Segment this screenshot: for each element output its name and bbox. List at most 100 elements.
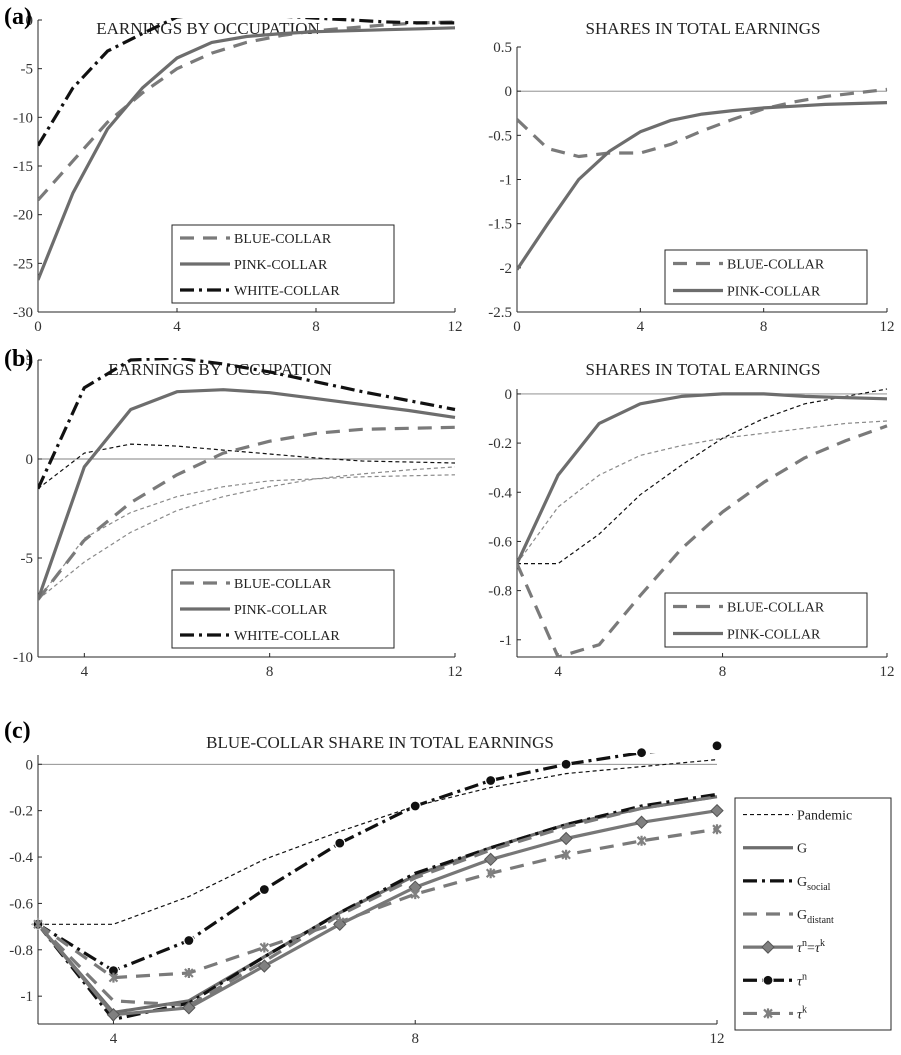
y-tick-label: -0.2 [488, 436, 512, 452]
series-group [38, 358, 456, 601]
data-point [712, 824, 722, 835]
data-point [559, 831, 573, 846]
data-point [257, 959, 272, 973]
y-tick-label: -0.6 [488, 534, 512, 550]
y-tick-label: -0.6 [9, 896, 33, 912]
y-tick-label: 0 [26, 13, 34, 29]
x-tick-label: 8 [266, 664, 274, 680]
legend-label: PINK-COLLAR [234, 603, 328, 618]
y-tick-label: -10 [13, 650, 33, 666]
y-tick-label: 0 [505, 387, 513, 403]
y-tick-label: -0.8 [9, 943, 33, 959]
series-line-blue-collar [517, 424, 888, 657]
legend: BLUE-COLLAR PINK-COLLAR WHITE-COLLAR [171, 224, 395, 304]
y-tick-label: -0.4 [9, 850, 33, 866]
data-point [483, 852, 498, 867]
legend: BLUE-COLLAR PINK-COLLAR [664, 249, 868, 305]
series-line-reference [517, 420, 888, 564]
y-tick-label: -15 [13, 159, 33, 175]
chart-title: SHARES IN TOTAL EARNINGS [586, 360, 821, 379]
legend-label: Gsocial [797, 875, 831, 893]
y-tick-label: 0 [505, 84, 513, 100]
series-line-white-collar [38, 18, 455, 147]
y-tick-label: -5 [21, 62, 34, 78]
data-point [634, 815, 649, 829]
data-point [711, 740, 723, 752]
legend-label: PINK-COLLAR [727, 285, 821, 300]
data-point [485, 868, 496, 879]
series-line-blue-collar [38, 20, 456, 202]
chart-panel-4: -1 -0.8 -0.6 -0.4 -0.2 0 4 8 12 SHARES IN TOTAL E… [488, 360, 894, 680]
y-tick-label: -0.2 [9, 804, 33, 820]
series-line-pink-collar [38, 26, 456, 281]
chart-panel-3: -10 -5 0 5 4 8 12 EARNINGS BY OCCUPATION (b) BLUE… [4, 346, 463, 680]
data-point [710, 803, 724, 818]
data-point [761, 940, 775, 954]
x-tick-label: 12 [880, 319, 895, 335]
legend-label: BLUE-COLLAR [727, 258, 825, 273]
legend-label: τn​=τk​ [797, 938, 825, 956]
legend-label: PINK-COLLAR [234, 258, 328, 273]
series-line-gdistant [38, 795, 718, 1008]
chart-title: EARNINGS BY OCCUPATION [108, 360, 332, 379]
x-tick-label: 12 [880, 664, 895, 680]
y-tick-label: -5 [21, 551, 34, 567]
x-tick-label: 8 [411, 1031, 419, 1047]
y-tick-label: -2.5 [488, 305, 512, 321]
data-point [409, 800, 421, 812]
series-line-pink-collar [517, 392, 888, 565]
legend-box [664, 249, 868, 305]
series-line--n [38, 753, 656, 973]
y-tick-label: 5 [26, 353, 34, 369]
panel-label: (c) [4, 718, 31, 744]
series-line-pink-collar [517, 101, 888, 271]
series-line-blue-collar [38, 425, 456, 601]
data-point [184, 967, 194, 978]
x-tick-label: 8 [312, 319, 320, 335]
data-point [258, 883, 270, 896]
data-point [763, 1008, 773, 1019]
chart-panel-1: -30 -25 -20 -15 -10 -5 0 0 4 8 12 EARNINGS BY OCCUP… [4, 4, 463, 335]
legend-label: τk​ [797, 1004, 807, 1022]
series-group [517, 388, 888, 657]
x-tick-label: 8 [760, 319, 768, 335]
data-point [635, 747, 648, 759]
legend-box [734, 797, 892, 1031]
legend: BLUE-COLLAR PINK-COLLAR [664, 592, 868, 648]
x-tick-label: 4 [173, 319, 181, 335]
y-tick-label: -0.5 [488, 128, 512, 144]
legend-label: τn​ [797, 971, 807, 989]
series-line--n-k [38, 809, 718, 1017]
data-point [259, 942, 270, 953]
x-tick-label: 0 [513, 319, 521, 335]
series-line-pandemic [38, 759, 718, 925]
panel-label: (b) [4, 346, 33, 372]
x-tick-label: 0 [34, 319, 42, 335]
series-group [517, 87, 888, 271]
y-tick-label: -1.5 [488, 217, 512, 233]
data-point [335, 916, 345, 927]
data-point [33, 919, 43, 930]
x-tick-label: 12 [448, 319, 463, 335]
legend-label: Pandemic [797, 809, 852, 824]
x-tick-label: 4 [637, 319, 645, 335]
series-line-reference [517, 388, 888, 565]
series-line-blue-collar [517, 87, 888, 159]
series-line-gsocial [38, 792, 718, 1022]
legend-label: BLUE-COLLAR [727, 601, 825, 616]
legend-label: WHITE-COLLAR [234, 284, 340, 299]
y-tick-label: -0.8 [488, 584, 512, 600]
y-tick-label: -10 [13, 110, 33, 126]
data-point [108, 972, 119, 983]
series-line-reference [38, 466, 456, 601]
data-point [182, 1001, 196, 1015]
data-point [410, 889, 420, 900]
y-tick-label: -2 [500, 261, 513, 277]
legend-box [664, 592, 868, 648]
chart-title: BLUE-COLLAR SHARE IN TOTAL EARNINGS [206, 733, 554, 752]
y-tick-label: -1 [21, 989, 34, 1005]
y-tick-label: -25 [13, 256, 33, 272]
series-line-reference [38, 443, 456, 490]
legend-label: BLUE-COLLAR [234, 232, 332, 247]
series-group [38, 753, 718, 1022]
